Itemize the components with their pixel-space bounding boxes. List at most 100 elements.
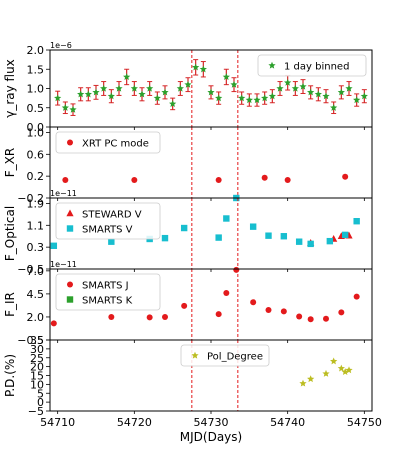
data-point (123, 73, 131, 81)
data-point (345, 366, 353, 374)
panel-optical: −0.5 0.3 1.1 1.9 1e−11 F_Optical STEWARD V SMAR… (3, 189, 373, 276)
data-point (215, 234, 222, 241)
legend: Pol_Degree (180, 344, 270, 367)
y-tick-label: 0.0 (27, 121, 45, 134)
data-point (138, 90, 146, 98)
panel-xr: −0.2 0.2 0.6 1.0 F_XR XRT PC mode (3, 126, 373, 205)
data-point (192, 63, 200, 71)
data-point (215, 311, 222, 318)
data-point (245, 96, 253, 104)
y-tick-label: 1.5 (27, 63, 45, 76)
data-point (341, 368, 349, 376)
data-point (161, 234, 169, 242)
data-point (276, 84, 284, 92)
y-axis-label: F_Optical (3, 206, 17, 261)
legend: STEWARD V SMARTS V (55, 202, 161, 240)
data-point (249, 223, 257, 230)
x-tick-label: 54750 (347, 416, 382, 429)
y-tick-label: 1.0 (27, 83, 45, 96)
data-point (280, 233, 288, 240)
data-point (307, 88, 315, 96)
y-tick-label: 4.5 (27, 288, 45, 301)
y-tick-label: −0.5 (17, 263, 44, 276)
data-point (353, 218, 360, 225)
x-tick-label: 54730 (194, 416, 229, 429)
data-point (84, 90, 92, 98)
data-point (153, 94, 161, 102)
data-point (299, 379, 307, 387)
data-point (131, 176, 138, 183)
legend-marker (66, 209, 74, 217)
y-tick-label: 7.0 (27, 265, 45, 278)
data-point (161, 88, 169, 96)
series-pd-0 (299, 357, 353, 387)
y-tick-label: 15 (30, 370, 44, 383)
legend-marker (66, 225, 74, 232)
data-point (323, 315, 329, 322)
y-axis-label: F_XR (3, 148, 17, 177)
data-point (222, 73, 230, 81)
legend-box (55, 131, 161, 154)
data-point (108, 238, 115, 245)
data-point (353, 293, 360, 300)
offset-text: 1e−11 (50, 260, 77, 269)
y-tick-label: 0.5 (27, 102, 45, 115)
data-point (284, 78, 292, 86)
y-axis-label: γ_ray flux (3, 59, 17, 118)
y-tick-label: 0 (37, 396, 44, 409)
data-point (130, 84, 138, 92)
data-point (326, 237, 334, 245)
data-point (268, 92, 276, 100)
data-point (265, 232, 272, 239)
data-point (307, 375, 315, 383)
data-point (215, 176, 222, 183)
x-tick-label: 54710 (40, 416, 75, 429)
data-point (199, 65, 207, 73)
legend-label: 1 day binned (284, 62, 349, 73)
series-gamma-0 (54, 59, 368, 116)
data-point (108, 313, 115, 320)
data-point (299, 82, 307, 90)
data-point (284, 176, 291, 183)
data-point (338, 309, 345, 316)
data-point (115, 84, 123, 92)
data-point (62, 176, 69, 183)
data-point (92, 88, 100, 96)
legend-marker (67, 281, 73, 288)
legend-label: Pol_Degree (207, 352, 263, 363)
data-point (345, 84, 353, 92)
y-tick-label: 0.6 (27, 148, 45, 161)
y-tick-label: 1.9 (27, 197, 45, 210)
data-point (342, 173, 349, 180)
data-point (330, 103, 338, 111)
data-point (307, 316, 314, 323)
series-xr-0 (62, 173, 349, 183)
data-point (337, 364, 345, 372)
data-point (223, 289, 230, 296)
y-tick-label: 0.3 (27, 241, 45, 254)
x-tick-label: 54720 (117, 416, 152, 429)
legend-label: SMARTS K (82, 296, 133, 307)
y-tick-label: 30 (30, 343, 44, 356)
legend-box (55, 202, 161, 240)
data-point (50, 320, 57, 327)
data-point (261, 174, 268, 181)
y-axis-label: P.D.(%) (3, 354, 17, 397)
y-axis-label: F_IR (3, 292, 17, 317)
legend: XRT PC mode (55, 131, 161, 154)
data-point (353, 96, 361, 104)
legend-marker (66, 296, 74, 303)
data-point (207, 88, 215, 96)
offset-text: 1e−11 (50, 189, 77, 198)
data-point (181, 302, 188, 309)
data-point (233, 266, 240, 273)
data-point (296, 313, 303, 320)
data-point (291, 84, 299, 92)
data-point (61, 103, 69, 111)
data-point (162, 313, 168, 320)
data-point (238, 94, 246, 102)
y-tick-label: −5 (28, 405, 44, 418)
data-point (314, 90, 322, 98)
legend-label: STEWARD V (82, 210, 142, 221)
